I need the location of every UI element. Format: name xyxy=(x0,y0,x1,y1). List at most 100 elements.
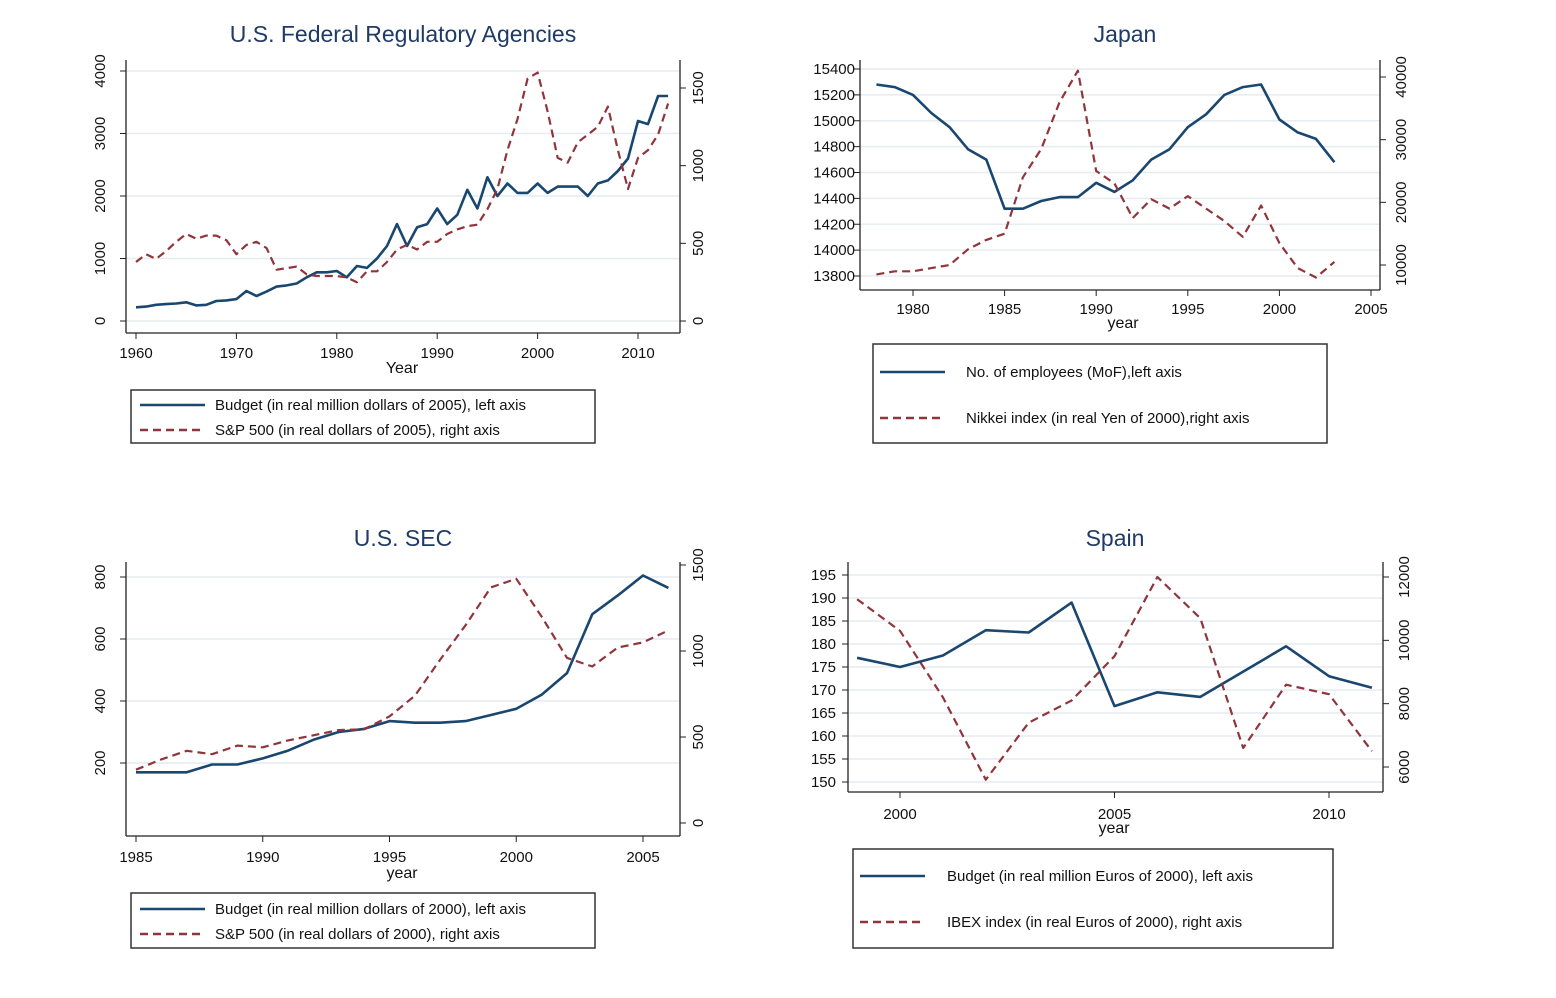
chart-title: Spain xyxy=(1086,525,1145,551)
legend-box xyxy=(130,892,596,949)
x-tick-label: 2005 xyxy=(626,849,659,866)
y-left-tick-label: 180 xyxy=(811,636,836,653)
chart-panel-3: U.S. SEC 200 400 600 800 0 500 1000 1500 1985 1990… xyxy=(92,525,707,949)
legend: No. of employees (MoF),left axis Nikkei i… xyxy=(872,343,1328,444)
y-right-tick-label: 6000 xyxy=(1396,750,1413,783)
y-right-tick-label: 1000 xyxy=(690,634,707,667)
y-right-tick-label: 30000 xyxy=(1393,119,1410,161)
legend-label: S&P 500 (in real dollars of 2000), right… xyxy=(215,926,500,943)
y-right-tick-label: 0 xyxy=(690,819,707,827)
legend-label: Nikkei index (in real Yen of 2000),right… xyxy=(966,410,1250,427)
legend-label: Budget (in real million dollars of 2000)… xyxy=(215,901,526,918)
x-tick-label: 2000 xyxy=(500,849,533,866)
series-line-left-axis xyxy=(136,574,669,774)
legend-box xyxy=(872,343,1328,444)
chart-panel-1: U.S. Federal Regulatory Agencies 0 1000 200… xyxy=(92,21,707,444)
y-right-tick-label: 1500 xyxy=(690,71,707,104)
x-tick-label: 1985 xyxy=(988,301,1021,318)
y-left-tick-label: 0 xyxy=(92,317,109,325)
legend: Budget (in real million Euros of 2000), … xyxy=(852,848,1334,949)
chart-title: U.S. Federal Regulatory Agencies xyxy=(230,21,576,47)
x-tick-label: 1995 xyxy=(1171,301,1204,318)
x-tick-label: 2010 xyxy=(621,345,654,362)
y-left-tick-label: 170 xyxy=(811,682,836,699)
x-tick-label: 2005 xyxy=(1354,301,1387,318)
x-tick-label: 1990 xyxy=(421,345,454,362)
y-left-tick-label: 155 xyxy=(811,751,836,768)
legend-box xyxy=(130,389,596,444)
y-left-tick-label: 160 xyxy=(811,728,836,745)
y-right-tick-label: 1000 xyxy=(690,149,707,182)
y-left-tick-label: 3000 xyxy=(92,117,109,150)
legend-box xyxy=(852,848,1334,949)
x-axis-label: year xyxy=(1107,315,1139,332)
y-left-tick-label: 600 xyxy=(92,626,109,651)
series-line-right-axis xyxy=(856,575,1373,781)
series-line-right-axis xyxy=(135,577,669,771)
y-left-tick-label: 14200 xyxy=(813,216,855,233)
y-left-tick-label: 175 xyxy=(811,659,836,676)
legend-label: IBEX index (in real Euros of 2000), righ… xyxy=(947,914,1242,931)
y-right-tick-label: 500 xyxy=(690,231,707,256)
y-right-tick-label: 10000 xyxy=(1396,619,1413,661)
x-tick-label: 1985 xyxy=(119,849,152,866)
y-left-tick-label: 185 xyxy=(811,613,836,630)
y-left-tick-label: 400 xyxy=(92,688,109,713)
y-left-tick-label: 14400 xyxy=(813,190,855,207)
chart-title: Japan xyxy=(1094,21,1157,47)
y-right-tick-label: 12000 xyxy=(1396,556,1413,598)
y-left-tick-label: 800 xyxy=(92,564,109,589)
y-left-tick-label: 1000 xyxy=(92,242,109,275)
x-axis-label: Year xyxy=(386,360,419,377)
y-left-tick-label: 14800 xyxy=(813,139,855,156)
y-right-tick-label: 1500 xyxy=(690,548,707,581)
y-left-tick-label: 165 xyxy=(811,705,836,722)
y-left-tick-label: 190 xyxy=(811,590,836,607)
series-line-right-axis xyxy=(876,69,1336,279)
x-tick-label: 2010 xyxy=(1312,806,1345,823)
chart-panel-2: Japan 13800 14000 14200 14400 14600 14800 15000… xyxy=(813,21,1410,444)
legend-label: Budget (in real million Euros of 2000), … xyxy=(947,868,1253,885)
y-left-tick-label: 15000 xyxy=(813,113,855,130)
y-left-tick-label: 4000 xyxy=(92,54,109,87)
series-line-left-axis xyxy=(876,83,1336,210)
x-axis-label: year xyxy=(386,865,418,882)
x-tick-label: 2000 xyxy=(1263,301,1296,318)
y-left-tick-label: 15400 xyxy=(813,61,855,78)
y-left-tick-label: 150 xyxy=(811,774,836,791)
legend-label: S&P 500 (in real dollars of 2005), right… xyxy=(215,422,500,439)
series-line-left-axis xyxy=(856,601,1373,708)
legend: Budget (in real million dollars of 2005)… xyxy=(130,389,596,444)
x-tick-label: 1995 xyxy=(373,849,406,866)
x-tick-label: 1980 xyxy=(320,345,353,362)
y-right-tick-label: 0 xyxy=(690,317,707,325)
series-line-right-axis xyxy=(135,71,670,284)
y-left-tick-label: 15200 xyxy=(813,87,855,104)
x-tick-label: 2000 xyxy=(521,345,554,362)
x-tick-label: 2005 xyxy=(1098,806,1131,823)
x-tick-label: 1960 xyxy=(119,345,152,362)
legend: Budget (in real million dollars of 2000)… xyxy=(130,892,596,949)
x-tick-label: 1980 xyxy=(896,301,929,318)
y-right-tick-label: 40000 xyxy=(1393,56,1410,98)
y-right-tick-label: 500 xyxy=(690,724,707,749)
y-left-tick-label: 195 xyxy=(811,567,836,584)
y-right-tick-label: 20000 xyxy=(1393,181,1410,223)
y-left-tick-label: 200 xyxy=(92,750,109,775)
x-axis-label: year xyxy=(1098,820,1130,837)
chart-title: U.S. SEC xyxy=(354,525,452,551)
legend-label: No. of employees (MoF),left axis xyxy=(966,364,1182,381)
y-left-tick-label: 2000 xyxy=(92,179,109,212)
x-tick-label: 1990 xyxy=(1080,301,1113,318)
series-line-left-axis xyxy=(135,94,669,309)
y-right-tick-label: 10000 xyxy=(1393,244,1410,286)
x-tick-label: 1990 xyxy=(246,849,279,866)
x-tick-label: 1970 xyxy=(220,345,253,362)
x-tick-label: 2000 xyxy=(883,806,916,823)
chart-panel-4: Spain 150 155 160 165 170 175 180 185 190 195 6000 8… xyxy=(811,525,1413,949)
y-left-tick-label: 14000 xyxy=(813,242,855,259)
y-left-tick-label: 13800 xyxy=(813,268,855,285)
legend-label: Budget (in real million dollars of 2005)… xyxy=(215,397,526,414)
y-left-tick-label: 14600 xyxy=(813,165,855,182)
